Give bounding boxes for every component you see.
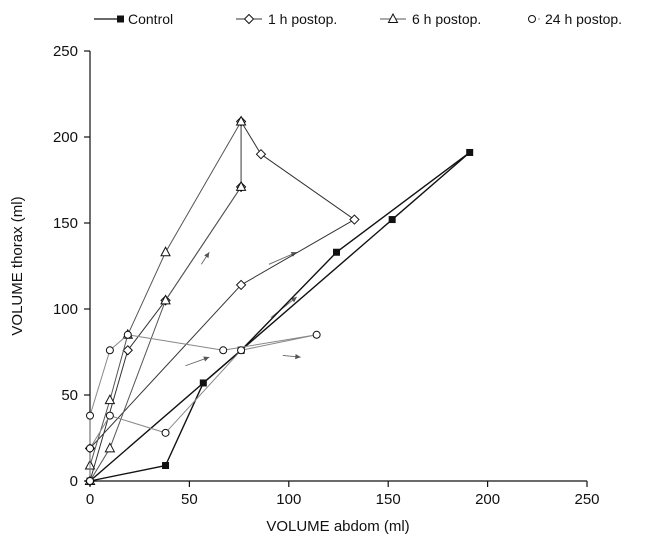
- legend-marker-24h: [528, 15, 536, 23]
- y-tick-label: 50: [61, 387, 78, 404]
- data-point-24h: [312, 330, 321, 339]
- legend-marker-6h: [387, 12, 399, 23]
- data-point-6h: [160, 246, 171, 257]
- direction-arrow: [268, 251, 297, 265]
- x-ticks: 0 50 100 150 200 250: [86, 481, 600, 508]
- y-tick-label: 200: [53, 129, 78, 146]
- arrow-head: [204, 252, 210, 259]
- legend-marker-1h: [243, 13, 255, 25]
- data-point-24h: [105, 346, 114, 355]
- legend-label-control: Control: [128, 11, 173, 27]
- y-tick-label: 0: [70, 473, 78, 490]
- legend-label-6h: 6 h postop.: [412, 11, 481, 27]
- x-tick-label: 150: [376, 491, 401, 508]
- data-point-1h: [349, 214, 360, 225]
- data-point-1h: [235, 279, 247, 291]
- data-point-1h: [122, 345, 133, 356]
- legend: Control 1 h postop. 6 h postop. 24 h pos…: [94, 11, 622, 27]
- series-24h: [86, 330, 321, 485]
- data-point-6h: [104, 442, 116, 453]
- series-control: [86, 148, 474, 485]
- data-point-control: [388, 216, 396, 224]
- y-tick-label: 250: [53, 43, 78, 60]
- data-point-24h: [161, 428, 170, 437]
- data-point-24h: [219, 346, 228, 355]
- data-point-control: [162, 462, 170, 470]
- arrow-head: [203, 356, 210, 362]
- data-point-control: [466, 148, 474, 156]
- x-tick-label: 200: [475, 491, 500, 508]
- data-point-24h: [86, 411, 94, 420]
- x-tick-label: 0: [86, 491, 94, 508]
- x-tick-label: 100: [276, 491, 301, 508]
- axes: 0 50 100 150 200 250 0 50 100 150 200 250 VOLUME a…: [9, 43, 600, 535]
- legend-label-24h: 24 h postop.: [545, 11, 622, 27]
- series-line-1h: [89, 121, 355, 482]
- data-point-6h: [104, 394, 116, 405]
- y-tick-label: 100: [53, 301, 78, 318]
- data-point-24h: [237, 346, 246, 355]
- arrow-head: [295, 354, 301, 360]
- legend-entry-control: Control: [94, 11, 173, 27]
- data-point-24h: [123, 330, 132, 339]
- x-axis-title: VOLUME abdom (ml): [266, 518, 409, 535]
- series-layer: [84, 115, 474, 487]
- legend-entry-24h: 24 h postop.: [528, 11, 622, 27]
- data-point-24h: [105, 411, 114, 420]
- legend-entry-1h: 1 h postop.: [236, 11, 337, 27]
- data-point-6h: [235, 180, 247, 191]
- legend-entry-6h: 6 h postop.: [380, 11, 481, 27]
- data-point-24h: [86, 444, 94, 453]
- y-tick-label: 150: [53, 215, 78, 232]
- data-point-1h: [255, 148, 267, 160]
- x-tick-label: 250: [574, 491, 599, 508]
- direction-arrow: [185, 356, 210, 367]
- series-1h: [84, 116, 360, 487]
- y-ticks: 0 50 100 150 200 250: [53, 43, 90, 490]
- legend-label-1h: 1 h postop.: [268, 11, 337, 27]
- data-point-24h: [86, 477, 94, 485]
- direction-arrow: [282, 354, 301, 360]
- x-tick-label: 50: [181, 491, 198, 508]
- data-point-6h: [235, 115, 247, 126]
- legend-marker-control: [117, 15, 124, 23]
- y-axis-title: VOLUME thorax (ml): [9, 196, 26, 335]
- direction-arrow: [200, 251, 210, 265]
- data-point-control: [199, 379, 207, 387]
- data-point-6h: [160, 294, 171, 305]
- series-return-line-control: [89, 151, 471, 482]
- data-point-control: [333, 248, 341, 256]
- series-line-24h: [89, 334, 318, 481]
